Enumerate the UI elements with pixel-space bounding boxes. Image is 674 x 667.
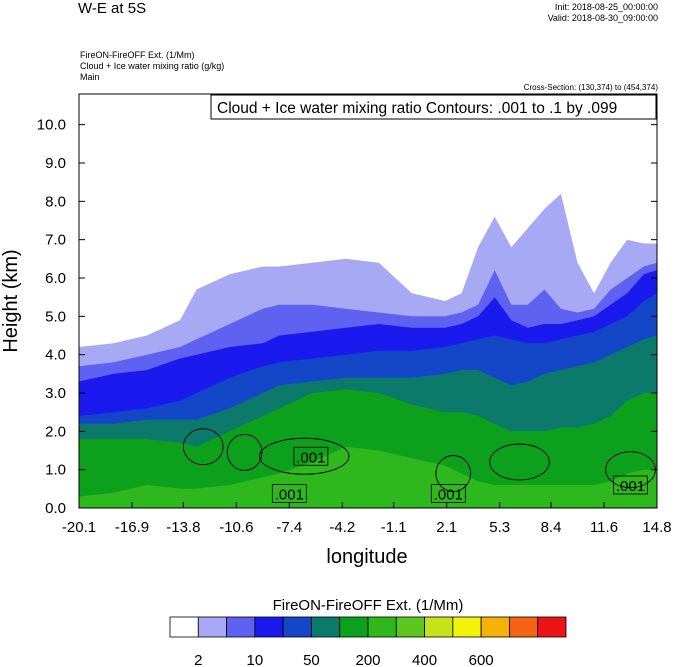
contour-value-box xyxy=(613,475,648,495)
contour-value-label: .001 xyxy=(296,449,325,466)
contour-value-box xyxy=(430,484,466,503)
contour-info-text: Cloud + Ice water mixing ratio Contours:… xyxy=(217,100,617,117)
y-tick-label: 1.0 xyxy=(45,462,66,479)
y-tick-label: 8.0 xyxy=(45,193,66,210)
colorbar-tick-label: 50 xyxy=(303,652,320,667)
y-tick-label: 9.0 xyxy=(45,155,66,172)
x-tick-label: -13.8 xyxy=(166,519,200,536)
subtitle-domain: Main xyxy=(80,72,100,82)
page-title: W-E at 5S xyxy=(78,0,147,17)
contour-line xyxy=(489,443,550,481)
colorbar-tick-label: 200 xyxy=(355,652,380,667)
contour-line xyxy=(226,433,263,471)
y-axis-label: Height (km) xyxy=(0,249,22,352)
colorbar-tick-label: 2 xyxy=(194,652,202,667)
y-tick-label: 10.0 xyxy=(37,117,66,134)
y-tick-label: 3.0 xyxy=(45,385,66,402)
contour-line xyxy=(182,428,224,466)
x-tick-label: -20.1 xyxy=(62,519,96,536)
colorbar-swatch xyxy=(254,616,284,638)
colorbar-swatch xyxy=(169,616,199,638)
contour-value-label: .001 xyxy=(616,478,645,495)
y-tick-label: 6.0 xyxy=(45,270,66,287)
colorbar-swatch xyxy=(537,616,567,638)
fill-band-level_7 xyxy=(79,446,657,508)
colorbar-swatch xyxy=(339,616,369,638)
subtitle-field-2: Cloud + Ice water mixing ratio (g/kg) xyxy=(80,61,225,71)
init-time: Init: 2018-08-25_00:00:00 xyxy=(554,2,658,12)
x-tick-label: -7.4 xyxy=(276,519,302,536)
subtitle-field-1: FireON-FireOFF Ext. (1/Mm) xyxy=(80,50,195,60)
x-tick-label: 11.6 xyxy=(590,519,618,536)
colorbar-swatch xyxy=(311,616,341,638)
contour-info-box: Cloud + Ice water mixing ratio Contours:… xyxy=(210,94,657,120)
x-tick-label: 8.4 xyxy=(541,519,562,536)
colorbar-tick-label: 600 xyxy=(469,652,494,667)
x-tick-label: -4.2 xyxy=(329,519,355,536)
valid-time: Valid: 2018-08-30_09:00:00 xyxy=(547,13,658,23)
colorbar-swatch xyxy=(480,616,510,638)
x-axis-label: longitude xyxy=(326,546,407,568)
contour-line xyxy=(435,455,472,492)
colorbar-swatch xyxy=(395,616,425,638)
colorbar-swatch xyxy=(367,616,397,638)
x-tick-label: 14.8 xyxy=(642,519,671,536)
colorbar-title: FireON-FireOFF Ext. (1/Mm) xyxy=(273,597,464,614)
colorbar-swatch xyxy=(226,616,256,638)
colorbar-swatch xyxy=(282,616,312,638)
y-tick-label: 5.0 xyxy=(45,308,66,325)
x-tick-label: -10.6 xyxy=(219,519,253,536)
colorbar-swatch xyxy=(197,616,227,638)
contour-line xyxy=(259,437,350,475)
y-tick-label: 4.0 xyxy=(45,347,66,364)
colorbar-swatch xyxy=(452,616,482,638)
colorbar-tick-label: 400 xyxy=(412,652,437,667)
fill-band-level_6 xyxy=(79,389,657,508)
plot-frame xyxy=(78,93,658,509)
contour-value-label: .001 xyxy=(434,486,463,503)
y-tick-label: 2.0 xyxy=(45,423,66,440)
y-tick-label: 7.0 xyxy=(45,232,66,249)
x-tick-label: -16.9 xyxy=(115,519,149,536)
x-tick-label: -1.1 xyxy=(381,519,407,536)
colorbar-swatch xyxy=(509,616,539,638)
contour-value-label: .001 xyxy=(275,486,304,503)
y-tick-label: 0.0 xyxy=(45,500,66,517)
cross-section-label: Cross-Section: (130,374) to (454,374) xyxy=(523,83,658,92)
contour-value-box xyxy=(293,446,329,466)
x-tick-label: 2.1 xyxy=(436,519,457,536)
colorbar xyxy=(169,616,567,638)
x-tick-label: 5.3 xyxy=(489,519,510,536)
colorbar-swatch xyxy=(424,616,454,638)
colorbar-tick-label: 10 xyxy=(247,652,264,667)
